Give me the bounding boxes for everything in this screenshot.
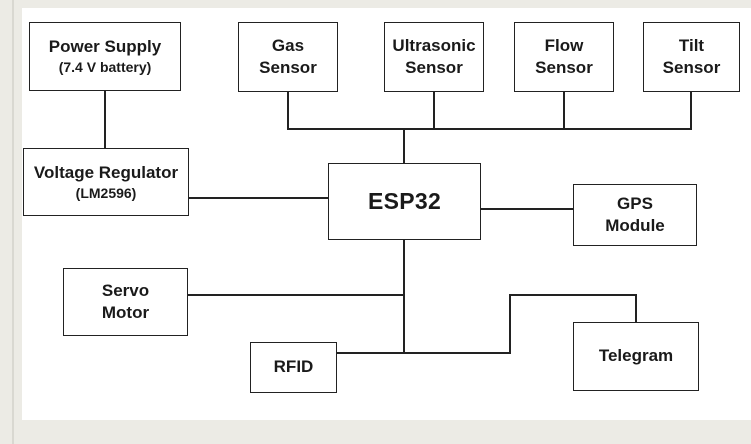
voltage-regulator-block: Voltage Regulator (LM2596) — [23, 148, 189, 216]
esp32-block: ESP32 — [328, 163, 481, 240]
rfid-label: RFID — [273, 357, 314, 377]
servo-motor-block: Servo Motor — [63, 268, 188, 336]
power-supply-sublabel: (7.4 V battery) — [58, 59, 152, 76]
gas-sensor-block: Gas Sensor — [238, 22, 338, 92]
power-supply-label: Power Supply — [48, 37, 162, 57]
flow-sensor-block: Flow Sensor — [514, 22, 614, 92]
tilt-sensor-label-line1: Tilt — [678, 35, 705, 55]
gas-sensor-label-line1: Gas — [271, 35, 305, 55]
power-supply-block: Power Supply (7.4 V battery) — [29, 22, 181, 91]
esp32-label: ESP32 — [367, 187, 442, 214]
telegram-label: Telegram — [598, 346, 674, 366]
servo-motor-label-line1: Servo — [101, 280, 150, 300]
page-edge-divider — [12, 0, 14, 444]
gps-module-label-line1: GPS — [617, 193, 653, 213]
ultrasonic-sensor-block: Ultrasonic Sensor — [384, 22, 484, 92]
gas-sensor-label-line2: Sensor — [259, 58, 317, 77]
voltage-regulator-label: Voltage Regulator — [33, 162, 179, 182]
tilt-sensor-label-line2: Sensor — [662, 58, 721, 77]
voltage-regulator-sublabel: (LM2596) — [75, 184, 137, 201]
tilt-sensor-block: Tilt Sensor — [643, 22, 740, 92]
flow-sensor-label-line1: Flow — [544, 35, 584, 55]
servo-motor-label-line2: Motor — [101, 303, 150, 322]
flow-sensor-label-line2: Sensor — [535, 58, 593, 77]
gps-module-label-line2: Module — [605, 216, 665, 235]
ultrasonic-sensor-label-line2: Sensor — [405, 58, 463, 77]
ultrasonic-sensor-label-line1: Ultrasonic — [392, 35, 476, 55]
rfid-block: RFID — [250, 342, 337, 393]
wire-rfid-to-telegram — [336, 294, 637, 354]
telegram-block: Telegram — [573, 322, 699, 391]
gps-module-block: GPS Module — [573, 184, 697, 246]
